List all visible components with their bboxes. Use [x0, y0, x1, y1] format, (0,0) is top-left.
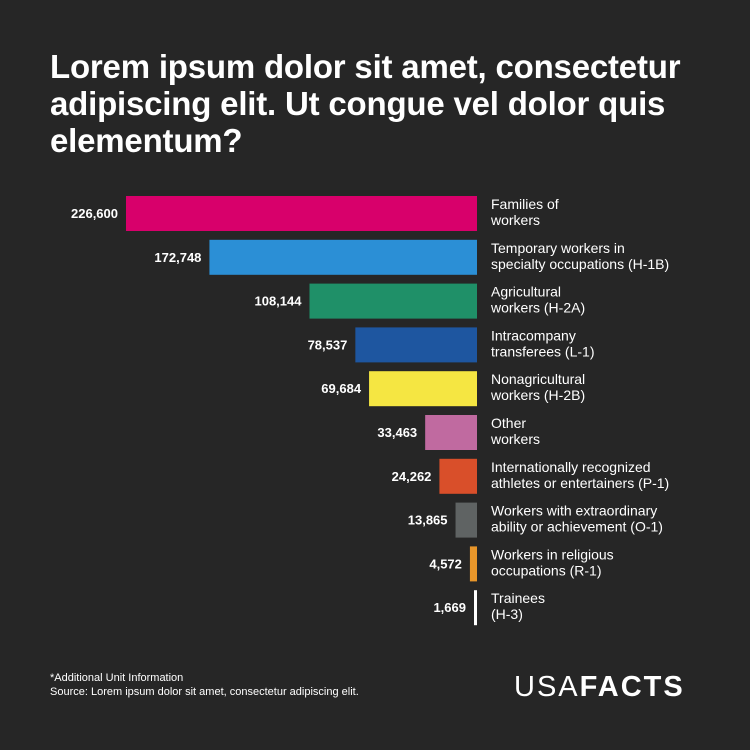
- category-label-3: Agricultural workers (H-2A): [490, 284, 585, 316]
- logo-part-facts: FACTS: [579, 671, 685, 703]
- category-label-9: Workers in religious occupations (R-1): [491, 546, 614, 578]
- value-label-2: 172,748: [154, 250, 201, 265]
- bar-10: [474, 590, 477, 626]
- category-label-8: Workers with extraordinary ability or ach…: [491, 503, 663, 535]
- category-label-1: Families of workers: [490, 196, 559, 228]
- value-label-5: 69,684: [321, 381, 362, 396]
- category-label-5: Nonagricultural workers (H-2B): [490, 371, 585, 403]
- bar-1: [126, 196, 477, 231]
- value-label-8: 13,865: [408, 513, 448, 528]
- category-label-2: Temporary workers in specialty occupation…: [491, 240, 669, 272]
- bar-7: [439, 458, 477, 494]
- source-note: Source: Lorem ipsum dolor sit amet, cons…: [50, 686, 359, 698]
- bar-6: [425, 415, 477, 450]
- bar-8: [455, 502, 477, 538]
- bar-3: [309, 283, 477, 319]
- value-label-10: 1,669: [433, 600, 466, 615]
- category-label-4: Intracompany transferees (L-1): [491, 327, 594, 359]
- bar-2: [209, 239, 477, 275]
- value-label-7: 24,262: [392, 469, 432, 484]
- category-label-6: Other workers: [490, 415, 540, 447]
- chart-title: Lorem ipsum dolor sit amet, consectetur …: [50, 48, 681, 159]
- category-label-10: Trainees (H-3): [491, 590, 545, 622]
- logo-part-usa: USA: [514, 671, 580, 703]
- bar-9: [469, 546, 477, 582]
- value-label-1: 226,600: [71, 206, 118, 221]
- value-label-3: 108,144: [254, 294, 302, 309]
- value-label-4: 78,537: [308, 337, 348, 352]
- bar-5: [369, 371, 477, 407]
- category-label-7: Internationally recognized athletes or en…: [491, 459, 669, 491]
- footnote: *Additional Unit Information: [50, 672, 184, 684]
- usafacts-logo: USAFACTS: [514, 670, 685, 704]
- value-label-9: 4,572: [429, 556, 462, 571]
- value-label-6: 33,463: [377, 425, 417, 440]
- bar-4: [355, 327, 477, 363]
